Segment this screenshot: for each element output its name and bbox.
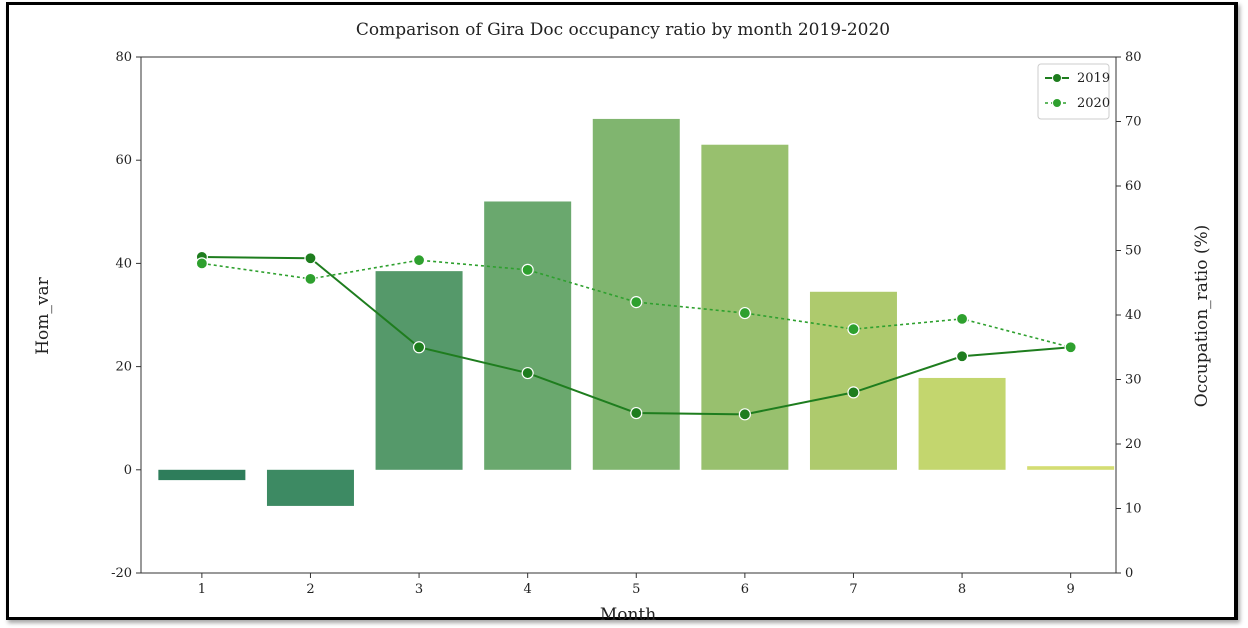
y-right-tick-label: 70 xyxy=(1125,115,1142,130)
y-axis-left-label: Hom_var xyxy=(33,276,53,354)
x-tick-label: 1 xyxy=(198,582,206,597)
y-right-tick-label: 10 xyxy=(1125,502,1142,517)
series-2019-point-month-8 xyxy=(955,350,969,363)
y-right-tick-label: 60 xyxy=(1125,179,1142,194)
legend: 2019 2020 xyxy=(1037,63,1110,120)
x-tick-label: 9 xyxy=(1067,582,1075,597)
legend-label-2020: 2020 xyxy=(1077,96,1110,111)
x-tick-label: 5 xyxy=(632,582,640,597)
bar-month-1 xyxy=(158,469,246,481)
y-left-tick-label: -20 xyxy=(111,566,132,581)
plot-area: -20 0 20 40 60 80 0 10 20 30 40 50 60 70 80 1 2 3 4 5 6 7 8 9 xyxy=(111,50,1141,597)
x-axis-label: Month xyxy=(600,605,656,625)
y-right-tick-label: 0 xyxy=(1125,566,1133,581)
x-tick-label: 3 xyxy=(415,582,423,597)
y-right-tick-label: 40 xyxy=(1125,308,1142,323)
series-2019-point-month-2 xyxy=(304,252,317,265)
series-2020-point-month-8 xyxy=(955,312,969,325)
series-2019-point-month-7 xyxy=(847,386,860,399)
bar-month-4 xyxy=(484,201,572,470)
bar-month-8 xyxy=(918,377,1006,470)
y-axis-right-label: Occupation_ratio (%) xyxy=(1192,225,1212,407)
x-tick-label: 4 xyxy=(524,582,532,597)
series-2019-point-month-3 xyxy=(412,341,426,354)
y-right-tick-label: 50 xyxy=(1125,244,1142,259)
x-tick-label: 8 xyxy=(958,582,966,597)
y-left-tick-label: 60 xyxy=(115,153,132,168)
series-2019-point-month-6 xyxy=(738,408,751,421)
x-tick-label: 2 xyxy=(306,582,314,597)
y-right-tick-label: 30 xyxy=(1125,373,1142,388)
legend-marker-2019 xyxy=(1052,73,1062,83)
series-2020-point-month-3 xyxy=(412,254,426,267)
series-line-2020 xyxy=(201,259,1071,349)
y-right-tick-label: 80 xyxy=(1125,50,1142,65)
bar-month-9 xyxy=(1027,466,1115,470)
series-2019-point-month-4 xyxy=(521,366,534,380)
series-2020-point-month-7 xyxy=(847,323,860,336)
y-left-tick-label: 80 xyxy=(115,50,132,65)
bar-month-2 xyxy=(266,469,354,506)
legend-label-2019: 2019 xyxy=(1077,71,1110,86)
y-right-tick-label: 20 xyxy=(1125,437,1142,452)
x-tick-label: 6 xyxy=(741,582,749,597)
series-2020-point-month-2 xyxy=(304,272,317,285)
legend-marker-2020 xyxy=(1052,98,1062,108)
series-2020-point-month-9 xyxy=(1064,341,1077,354)
series-2020-point-month-6 xyxy=(738,306,751,320)
x-tick-label: 7 xyxy=(849,582,857,597)
series-2020-point-month-4 xyxy=(521,263,534,276)
bar-month-3 xyxy=(375,271,463,470)
series-2020-point-month-5 xyxy=(630,296,643,309)
bar-month-7 xyxy=(809,291,897,470)
chart-title: Comparison of Gira Doc occupancy ratio b… xyxy=(356,20,890,40)
y-left-tick-label: 0 xyxy=(124,463,132,478)
series-2020-point-month-1 xyxy=(195,257,208,270)
y-left-tick-label: 40 xyxy=(115,256,132,271)
series-2019-point-month-5 xyxy=(630,406,643,420)
y-left-tick-label: 20 xyxy=(115,360,132,375)
